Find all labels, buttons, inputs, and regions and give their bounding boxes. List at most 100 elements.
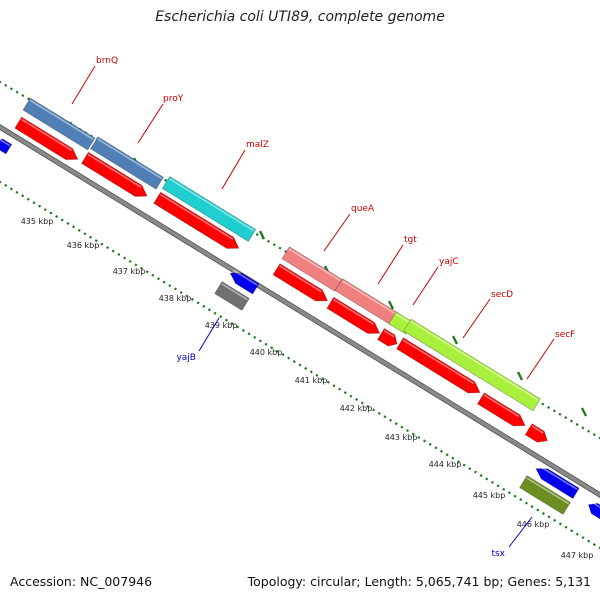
tick-dot: [298, 363, 302, 367]
scale-label: 436 kbp: [67, 241, 100, 250]
gene-label-tsx: tsx: [491, 549, 505, 559]
tick-dot: [377, 411, 381, 415]
tick-dot: [587, 539, 591, 543]
backbone-line: [0, 125, 600, 497]
tick-dot: [21, 194, 25, 198]
cds-arrow-reverse: [587, 501, 600, 521]
tick-dot: [411, 432, 415, 436]
tick-dot: [72, 225, 76, 229]
tick-dot: [332, 384, 336, 388]
tick-dot: [26, 197, 30, 201]
tick-dot: [128, 259, 132, 263]
tick-dot: [569, 419, 573, 423]
gene-box-yajB-highlight: [221, 283, 248, 301]
tick-dot: [89, 235, 93, 239]
tick-dot: [272, 243, 276, 247]
tick-dot: [564, 525, 568, 529]
gene-box-brnQ: [22, 97, 96, 151]
tick-dot: [292, 360, 296, 364]
gene-box-secD: [403, 318, 541, 412]
tick-dot: [164, 178, 168, 182]
tick-dot: [360, 401, 364, 405]
gene-label-tgt: tgt: [404, 235, 417, 245]
tick-dot: [264, 342, 268, 346]
tick-dot: [230, 322, 234, 326]
tick-dot: [281, 353, 285, 357]
map-title: Escherichia coli UTI89, complete genome: [155, 9, 445, 25]
cds-arrow-shape: [396, 337, 481, 394]
gene-leader-malZ: [221, 149, 246, 190]
cds-arrow-shape: [272, 263, 329, 302]
tick-dot: [100, 242, 104, 246]
tick-dot: [326, 380, 330, 384]
gene-box-malZ: [161, 175, 257, 243]
gene-leader-tgt: [377, 244, 404, 285]
tick-dot: [400, 425, 404, 429]
scale-label: 437 kbp: [113, 267, 146, 276]
tick-dot: [547, 515, 551, 519]
tick-dot: [4, 183, 8, 187]
cds-arrow-reverse-shape: [229, 272, 260, 295]
gene-box-brnQ-shape: [22, 97, 96, 151]
tick-dot: [338, 387, 342, 391]
cds-arrow-highlight: [333, 298, 374, 325]
cds-arrow-shape: [153, 191, 240, 249]
gene-box-yajB-shape: [214, 281, 250, 311]
tick-rows: [0, 80, 600, 550]
cds-arrow-shape: [524, 423, 548, 443]
tick-dot: [406, 429, 410, 433]
cds-arrow-highlight: [383, 330, 395, 338]
gene-label-yajC: yajC: [439, 257, 459, 267]
tick-dot: [485, 477, 489, 481]
scale-label: 441 kbp: [295, 376, 328, 385]
gene-box-secD-highlight: [410, 320, 539, 401]
cds-arrow-reverse-shape: [535, 468, 580, 499]
tick-dot: [43, 208, 47, 212]
major-tick: [387, 300, 395, 310]
tick-dot: [451, 456, 455, 460]
cds-arrow: [376, 327, 398, 347]
tick-dot: [0, 180, 2, 184]
tick-dot: [145, 270, 149, 274]
scale-label: 438 kbp: [159, 294, 192, 303]
gene-label-secD: secD: [491, 290, 513, 300]
tick-dot: [49, 211, 53, 215]
tick-dot: [309, 370, 313, 374]
cds-arrow-reverse: [0, 137, 13, 155]
tick-dot: [439, 449, 444, 453]
tick-dot: [581, 426, 585, 430]
cds-arrow-reverse-highlight: [232, 269, 258, 286]
scale-label: 442 kbp: [340, 404, 373, 413]
tick-dot: [547, 405, 551, 410]
tick-dot: [349, 394, 353, 398]
tick-dot: [598, 436, 600, 440]
tick-dot: [207, 308, 211, 312]
tick-dot: [575, 532, 579, 536]
tick-dot: [423, 439, 427, 443]
backbone: [0, 124, 600, 498]
cds-arrow-highlight: [87, 153, 142, 188]
tick-dot: [581, 536, 585, 540]
cds-arrow-highlight: [21, 118, 73, 151]
cds-arrow-reverse-shape: [0, 138, 13, 155]
tick-dot: [258, 339, 262, 343]
tick-dot: [468, 467, 472, 471]
tick-dot: [434, 446, 438, 450]
tick-dot: [496, 484, 500, 488]
gene-box-queA-highlight: [288, 248, 341, 282]
tick-dot: [9, 87, 13, 91]
scale-label: 446 kbp: [517, 520, 550, 529]
gene-label-malZ: malZ: [246, 140, 269, 150]
major-tick: [516, 371, 524, 381]
scale-label: 447 kbp: [561, 551, 594, 560]
gene-leader-yajB: [198, 317, 220, 352]
gene-label-proY: proY: [163, 94, 184, 104]
tick-dot: [179, 290, 183, 295]
tick-dot: [185, 294, 189, 298]
cds-arrow-highlight: [279, 265, 322, 293]
gene-leader-proY: [137, 103, 164, 144]
tick-dot: [479, 473, 483, 478]
cds-arrow-reverse-highlight: [0, 137, 11, 147]
